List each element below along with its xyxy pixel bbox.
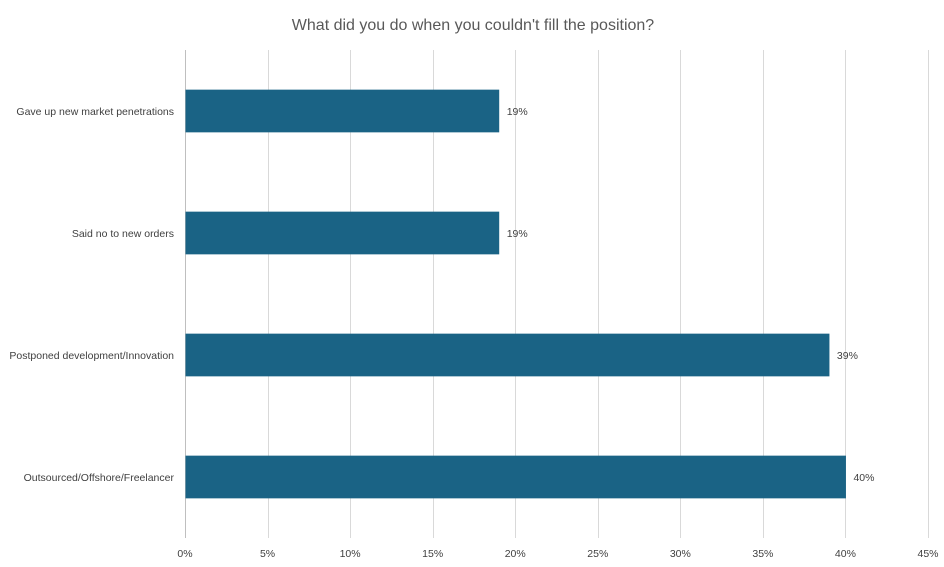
x-tick-label: 10% — [340, 548, 361, 560]
bar — [185, 455, 846, 499]
x-tick-label: 20% — [505, 548, 526, 560]
data-labels: 19% 19% 39% 40% — [507, 106, 875, 484]
category-labels: Gave up new market penetrations Said no t… — [9, 106, 174, 484]
x-axis-tick-labels: 0% 5% 10% 15% 20% 25% 30% 35% 40% 45% — [177, 548, 938, 560]
bar — [185, 211, 500, 255]
category-label: Said no to new orders — [72, 228, 174, 240]
x-tick-label: 5% — [260, 548, 275, 560]
bars — [185, 89, 846, 499]
x-tick-label: 30% — [670, 548, 691, 560]
category-label: Postponed development/Innovation — [9, 350, 174, 362]
bar — [185, 333, 830, 377]
bar — [185, 89, 500, 133]
category-label: Outsourced/Offshore/Freelancer — [24, 472, 175, 484]
data-label: 40% — [853, 472, 874, 484]
x-tick-label: 35% — [752, 548, 773, 560]
data-label: 19% — [507, 228, 528, 240]
x-tick-label: 25% — [587, 548, 608, 560]
x-tick-label: 45% — [917, 548, 938, 560]
category-label: Gave up new market penetrations — [16, 106, 174, 118]
x-tick-label: 0% — [177, 548, 192, 560]
data-label: 19% — [507, 106, 528, 118]
x-tick-label: 40% — [835, 548, 856, 560]
x-tick-label: 15% — [422, 548, 443, 560]
data-label: 39% — [837, 350, 858, 362]
chart-title: What did you do when you couldn't fill t… — [292, 17, 654, 34]
